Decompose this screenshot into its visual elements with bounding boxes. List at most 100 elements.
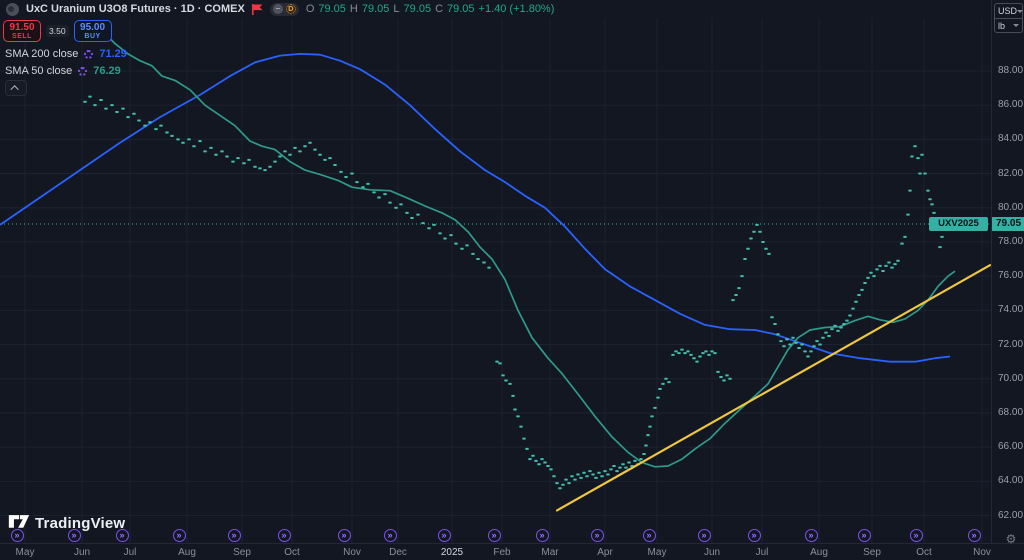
- price-dot: [752, 230, 756, 233]
- price-dot: [543, 461, 547, 464]
- contract-rollover-icon[interactable]: »: [535, 529, 549, 542]
- price-dot: [740, 275, 744, 278]
- sell-button[interactable]: 91.50 SELL: [3, 20, 41, 42]
- collapse-legend-button[interactable]: [5, 80, 27, 96]
- contract-rollover-icon[interactable]: »: [642, 529, 656, 542]
- price-dot: [555, 482, 559, 485]
- contract-rollover-icon[interactable]: »: [967, 529, 981, 542]
- price-dot: [794, 341, 798, 344]
- data-adjustment-pill[interactable]: − D: [269, 2, 299, 16]
- price-dot: [549, 468, 553, 471]
- price-dot: [809, 350, 813, 353]
- unit-lb-option[interactable]: lb: [995, 18, 1022, 32]
- buy-button[interactable]: 95.00 BUY: [73, 20, 112, 42]
- price-tick-label: 64.00: [998, 475, 1024, 487]
- price-axis[interactable]: USD lb 79.05 88.00 86.00 84.00 82.00 80.00 78…: [991, 0, 1024, 543]
- contract-price-flag[interactable]: UXV2025: [929, 217, 988, 231]
- contract-rollover-icon[interactable]: »: [10, 529, 24, 542]
- price-dot: [722, 379, 726, 382]
- price-dot: [88, 95, 92, 98]
- flag-icon[interactable]: [251, 3, 263, 15]
- settings-gear-icon[interactable]: ⚙: [1005, 532, 1017, 546]
- contract-rollover-icon[interactable]: »: [277, 529, 291, 542]
- price-dot: [528, 458, 532, 461]
- contract-rollover-icon[interactable]: »: [590, 529, 604, 542]
- indicator-legend-sma50[interactable]: SMA 50 close 76.29: [5, 65, 121, 77]
- price-dot: [361, 186, 365, 189]
- contract-rollover-icon[interactable]: »: [857, 529, 871, 542]
- contract-rollover-icon[interactable]: »: [337, 529, 351, 542]
- indicator-value: 71.29: [99, 48, 127, 60]
- price-dot: [537, 463, 541, 466]
- price-dot: [661, 382, 665, 385]
- price-dot: [701, 352, 705, 355]
- price-dot: [743, 258, 747, 261]
- buy-price: 95.00: [80, 22, 106, 33]
- price-dot: [126, 116, 130, 119]
- price-dot: [926, 189, 930, 192]
- price-dot: [692, 357, 696, 360]
- price-dot: [242, 162, 246, 165]
- time-axis[interactable]: May Jun Jul Aug Sep Oct Nov Dec 2025 Feb Mar Apr May…: [0, 543, 1024, 560]
- time-tick-label: Sep: [863, 547, 881, 558]
- price-dot: [658, 388, 662, 391]
- price-dot: [938, 246, 942, 249]
- contract-rollover-icon[interactable]: »: [909, 529, 923, 542]
- price-dot: [758, 230, 762, 233]
- price-dot: [465, 244, 469, 247]
- symbol-logo[interactable]: [6, 2, 19, 16]
- time-tick-label: Jun: [73, 547, 91, 558]
- contract-rollover-icon[interactable]: »: [487, 529, 501, 542]
- price-dot: [143, 124, 147, 127]
- minus-circle-icon[interactable]: −: [272, 4, 283, 14]
- price-dot: [110, 104, 114, 107]
- low-label: L: [393, 3, 400, 15]
- price-dot: [576, 473, 580, 476]
- price-dot: [650, 415, 654, 418]
- contract-rollover-icon[interactable]: »: [67, 529, 81, 542]
- price-dot: [667, 381, 671, 384]
- contract-rollover-icon[interactable]: »: [747, 529, 761, 542]
- symbol-title[interactable]: UxC Uranium U3O8 Futures · 1D · COMEX: [26, 3, 245, 15]
- price-dot: [749, 237, 753, 240]
- high-label: H: [349, 3, 358, 15]
- price-tick-label: 78.00: [998, 235, 1024, 247]
- price-dot: [827, 335, 831, 338]
- delayed-data-icon[interactable]: D: [285, 4, 296, 14]
- price-dot: [519, 425, 523, 428]
- indicator-label: SMA 200 close: [5, 48, 79, 60]
- price-dot: [236, 157, 240, 160]
- contract-rollover-icon[interactable]: »: [172, 529, 186, 542]
- chart-canvas[interactable]: [0, 0, 991, 543]
- price-dot: [621, 463, 625, 466]
- tradingview-logo[interactable]: TradingView: [8, 512, 125, 535]
- contract-rollover-icon[interactable]: »: [115, 529, 129, 542]
- price-dot: [916, 157, 920, 160]
- price-dot: [366, 182, 370, 185]
- price-dot: [591, 473, 595, 476]
- price-dot: [612, 464, 616, 467]
- time-tick-label: Aug: [810, 547, 828, 558]
- trend-line[interactable]: [555, 264, 991, 512]
- price-dot: [716, 370, 720, 373]
- contract-rollover-icon[interactable]: »: [804, 529, 818, 542]
- price-tick-label: 62.00: [998, 509, 1024, 521]
- price-dot: [664, 377, 668, 380]
- price-dot: [857, 293, 861, 296]
- contract-rollover-icon[interactable]: »: [697, 529, 711, 542]
- price-dot: [782, 345, 786, 348]
- tv-logo-text: TradingView: [35, 515, 126, 532]
- price-dot: [900, 242, 904, 245]
- price-dot: [878, 264, 882, 267]
- price-dot: [482, 261, 486, 264]
- contract-rollover-icon[interactable]: »: [227, 529, 241, 542]
- unit-usd-option[interactable]: USD: [995, 4, 1024, 18]
- price-dot: [671, 353, 675, 356]
- price-dot: [910, 155, 914, 158]
- contract-rollover-icon[interactable]: »: [383, 529, 397, 542]
- contract-rollover-icon[interactable]: »: [437, 529, 451, 542]
- price-dot: [824, 331, 828, 334]
- price-dot: [615, 470, 619, 473]
- indicator-legend-sma200[interactable]: SMA 200 close 71.29: [5, 48, 127, 60]
- price-dot: [728, 377, 732, 380]
